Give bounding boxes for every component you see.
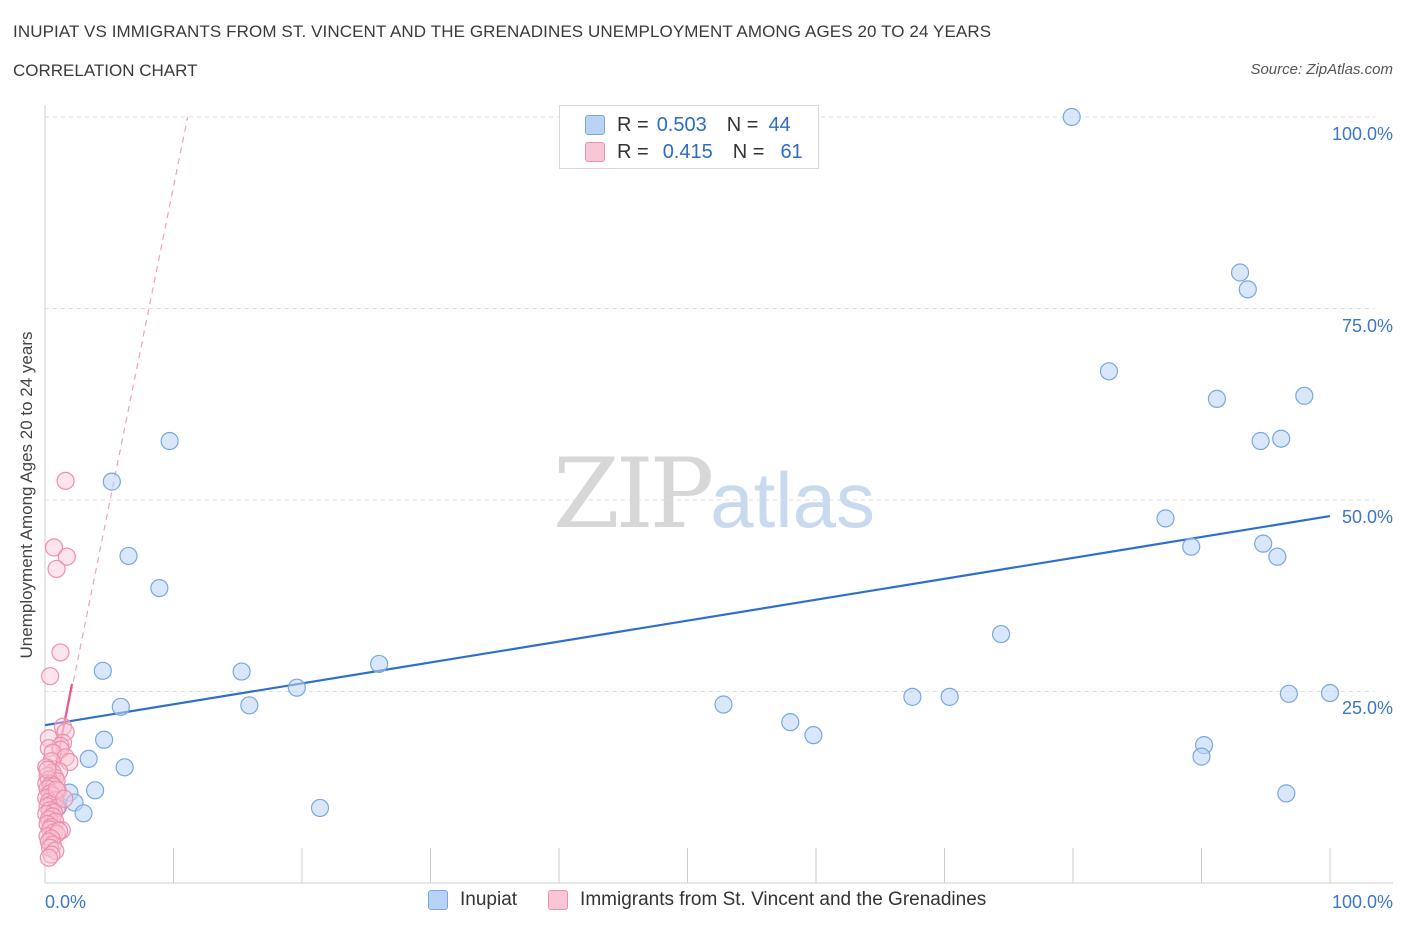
inupiat-point	[95, 730, 114, 749]
immigrants-point	[55, 789, 74, 808]
inupiat-points	[41, 107, 1340, 823]
inupiat-point	[119, 546, 138, 566]
inupiat-point	[1192, 747, 1211, 766]
inupiat-point	[150, 578, 169, 598]
inupiat-point	[1254, 534, 1273, 553]
immigrants-point	[56, 471, 75, 490]
inupiat-point	[86, 781, 105, 800]
immigrants-point	[44, 538, 64, 557]
inupiat-point	[714, 695, 733, 714]
legend-n-label: N =	[726, 113, 759, 136]
inupiat-point	[991, 624, 1011, 644]
legend-label-immigrants: Immigrants from St. Vincent and the Gren…	[580, 889, 987, 910]
inupiat-point	[1182, 537, 1201, 556]
legend-n-label: N =	[732, 140, 765, 163]
legend-swatch-pink	[548, 890, 569, 910]
y-tick-label-75: 75.0%	[1342, 316, 1393, 336]
watermark: ZIPatlas	[553, 438, 875, 550]
immigrants-trend-line-extended	[44, 116, 189, 822]
legend-n-value: 44	[768, 113, 791, 136]
watermark-zip: ZIP	[553, 438, 714, 550]
legend-r-value: 0.415	[662, 140, 713, 163]
inupiat-point	[287, 678, 306, 697]
source-label: Source: ZipAtlas.com	[1250, 61, 1393, 78]
y-tick-label-50: 50.0%	[1342, 507, 1393, 527]
immigrants-point	[47, 559, 66, 579]
legend-row-inupiat: R = 0.503 N = 44	[585, 112, 791, 138]
immigrants-point	[39, 848, 58, 867]
inupiat-trend-line	[44, 515, 1331, 727]
inupiat-point	[1277, 784, 1296, 803]
chart-title: INUPIAT VS IMMIGRANTS FROM ST. VINCENT A…	[13, 22, 992, 41]
stats-legend: R = 0.503 N = 44 R = 0.415 N = 61	[559, 105, 819, 169]
x-tick-label-0: 0.0%	[45, 892, 86, 912]
inupiat-point	[93, 661, 112, 680]
svg-immigrants-points	[37, 471, 79, 867]
immigrants-point	[57, 547, 76, 566]
inupiat-point	[1268, 547, 1287, 566]
inupiat-point	[102, 472, 121, 491]
tick-labels: 100.0% 75.0% 50.0% 25.0% 0.0% 100.0%	[45, 124, 1393, 912]
inupiat-point	[940, 687, 959, 706]
immigrants-point	[41, 667, 60, 686]
legend-r-value: 0.503	[656, 113, 707, 136]
axes	[44, 105, 1393, 884]
legend-r-label: R =	[617, 140, 649, 163]
trend-lines	[43, 116, 1331, 822]
legend-item-inupiat: Inupiat	[428, 889, 517, 911]
legend-r-label: R =	[617, 113, 649, 136]
legend-swatch-blue	[428, 890, 448, 910]
inupiat-point	[79, 749, 98, 769]
inupiat-point	[1099, 362, 1119, 381]
legend-row-immigrants: R = 0.415 N = 61	[585, 139, 803, 165]
immigrants-point	[47, 780, 66, 799]
inupiat-point	[1251, 431, 1270, 451]
inupiat-point	[903, 687, 922, 706]
inupiat-point	[1279, 684, 1298, 703]
immigrants-point	[51, 643, 70, 662]
inupiat-point	[160, 431, 179, 451]
inupiat-point	[1320, 683, 1340, 703]
series-legend: Inupiat Immigrants from St. Vincent and …	[428, 889, 986, 911]
legend-swatch-blue	[585, 115, 605, 135]
inupiat-point	[74, 804, 93, 823]
legend-n-value: 61	[780, 140, 803, 163]
inupiat-point	[804, 726, 823, 745]
legend-item-immigrants: Immigrants from St. Vincent and the Gren…	[548, 889, 986, 911]
x-tick-label-100: 100.0%	[1332, 892, 1393, 912]
legend-label-inupiat: Inupiat	[460, 889, 518, 910]
inupiat-point	[1062, 107, 1081, 127]
y-tick-label-25: 25.0%	[1342, 698, 1393, 718]
inupiat-point	[370, 654, 389, 674]
inupiat-point	[310, 798, 330, 818]
immigrants-point	[60, 752, 79, 772]
inupiat-point	[1207, 389, 1227, 408]
grid	[45, 116, 1375, 692]
immigrants-point	[38, 760, 57, 779]
inupiat-point	[111, 697, 130, 716]
inupiat-point	[781, 713, 800, 732]
immigrants-point	[51, 736, 70, 755]
inupiat-point	[1156, 509, 1175, 528]
inupiat-point	[240, 696, 259, 715]
inupiat-point	[1272, 429, 1291, 448]
inupiat-point	[1295, 386, 1314, 405]
inupiat-point	[1230, 263, 1250, 282]
immigrants-point	[56, 722, 75, 742]
y-tick-label-100: 100.0%	[1332, 124, 1393, 144]
chart-subtitle: CORRELATION CHART	[13, 61, 198, 80]
inupiat-point	[232, 662, 251, 681]
inupiat-point	[1238, 280, 1257, 299]
legend-swatch-pink	[585, 142, 605, 162]
immigrants-point	[42, 845, 61, 864]
inupiat-point	[115, 758, 134, 777]
